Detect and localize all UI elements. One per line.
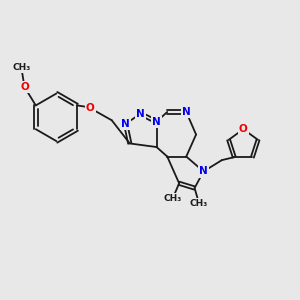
Text: CH₃: CH₃ bbox=[164, 194, 182, 203]
Text: N: N bbox=[199, 167, 208, 176]
Text: N: N bbox=[152, 117, 161, 127]
Text: N: N bbox=[182, 107, 190, 117]
Text: N: N bbox=[152, 117, 161, 127]
Text: O: O bbox=[20, 82, 29, 92]
Text: O: O bbox=[239, 124, 248, 134]
Text: CH₃: CH₃ bbox=[190, 199, 208, 208]
Text: CH₃: CH₃ bbox=[12, 63, 31, 72]
Text: N: N bbox=[121, 119, 130, 129]
Text: O: O bbox=[86, 103, 95, 113]
Text: N: N bbox=[136, 109, 145, 119]
